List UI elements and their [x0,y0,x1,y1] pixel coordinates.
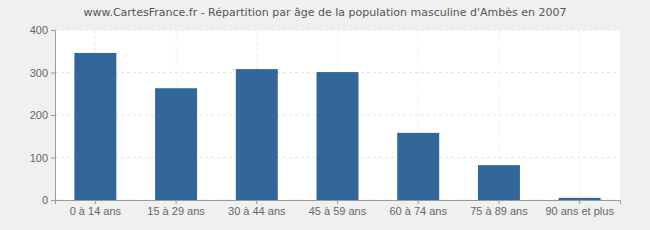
x-tick-label: 45 à 59 ans [309,205,367,217]
y-tick-label: 100 [30,152,48,164]
x-tick-label: 75 à 89 ans [470,205,528,217]
y-tick-label: 400 [30,24,48,36]
x-tick: 45 à 59 ans [309,200,367,217]
y-tick-mark [51,30,55,31]
bar [397,133,439,200]
y-tick-label: 0 [42,194,48,206]
y-tick-mark [51,73,55,74]
x-tick: 0 à 14 ans [70,200,122,217]
x-tick-mark [579,200,580,204]
x-tick-mark [337,200,338,204]
grid-line-vertical [579,30,580,200]
y-tick-mark [51,115,55,116]
x-tick-label: 60 à 74 ans [389,205,447,217]
y-tick-mark [51,200,55,201]
y-axis: 0 100 200 300 400 [30,24,56,206]
x-tick-label: 30 à 44 ans [228,205,286,217]
x-tick: 90 ans et plus [545,200,614,217]
y-tick: 100 [30,152,55,164]
grid [55,30,620,200]
y-tick: 200 [30,109,55,121]
x-axis-line [56,201,621,205]
x-axis: 0 à 14 ans 15 à 29 ans 30 à 44 ans 45 à 59 … [56,200,621,217]
x-tick: 60 à 74 ans [389,200,447,217]
y-tick-label: 200 [30,109,48,121]
bar [559,198,601,200]
x-tick-label: 90 ans et plus [545,205,614,217]
chart-svg: 0 100 200 300 400 0 à 14 ans 15 à 29 ans 30 à 4… [0,0,650,230]
x-tick: 15 à 29 ans [147,200,205,217]
plot: 0 100 200 300 400 0 à 14 ans 15 à 29 ans 30 à 4… [30,24,621,217]
x-tick: 30 à 44 ans [228,200,286,217]
bar [74,53,116,200]
y-tick: 300 [30,67,55,79]
y-axis-line [51,31,56,201]
bar [155,88,197,200]
x-tick-mark [95,200,96,204]
bars [74,53,600,200]
bar [317,72,359,200]
bar [478,165,520,200]
x-tick-mark [256,200,257,204]
y-tick: 0 [42,194,55,206]
x-tick-mark [418,200,419,204]
x-tick-mark [176,200,177,204]
background [0,0,650,230]
x-tick-label: 0 à 14 ans [70,205,122,217]
bar [236,69,278,200]
y-tick-mark [51,158,55,159]
x-tick: 75 à 89 ans [470,200,528,217]
y-tick: 400 [30,24,55,36]
x-tick-label: 15 à 29 ans [147,205,205,217]
plot-area [55,30,620,200]
y-tick-label: 300 [30,67,48,79]
x-tick-mark [498,200,499,204]
chart-container: 0 100 200 300 400 0 à 14 ans 15 à 29 ans 30 à 4… [0,0,650,230]
title: www.CartesFrance.fr - Répartition par âg… [83,6,566,19]
